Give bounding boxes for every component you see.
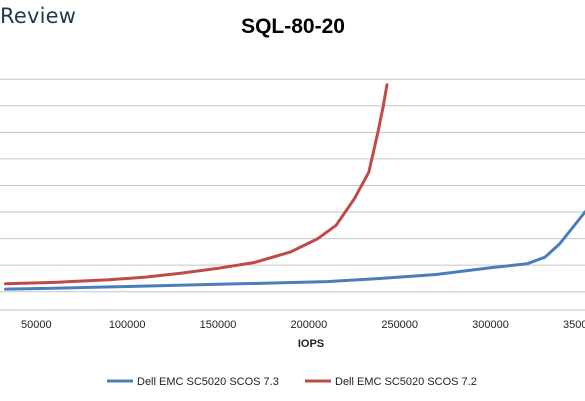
series-line-1 [4,210,585,291]
x-tick-label: 250000 [381,319,418,331]
x-tick-label: 300000 [472,319,509,331]
brand-logo-text: Review [0,4,77,28]
chart-title: SQL-80-20 [241,15,345,38]
x-tick-label: 100000 [109,319,146,331]
gridlines [0,78,585,293]
legend-label-1: Dell EMC SC5020 SCOS 7.3 [137,376,279,388]
x-tick-labels: 50000 100000 150000 200000 250000 300000 35000… [21,319,585,331]
legend: Dell EMC SC5020 SCOS 7.3 Dell EMC SC5020 … [107,376,477,388]
x-tick-label: 50000 [21,319,52,331]
series-lines [4,83,585,291]
x-tick-label: 350000 [563,319,585,331]
x-axis-title: IOPS [298,338,324,350]
x-tick-label: 150000 [200,319,237,331]
x-tick-label: 200000 [290,319,327,331]
series-line-2 [4,83,389,286]
legend-label-2: Dell EMC SC5020 SCOS 7.2 [335,376,477,388]
